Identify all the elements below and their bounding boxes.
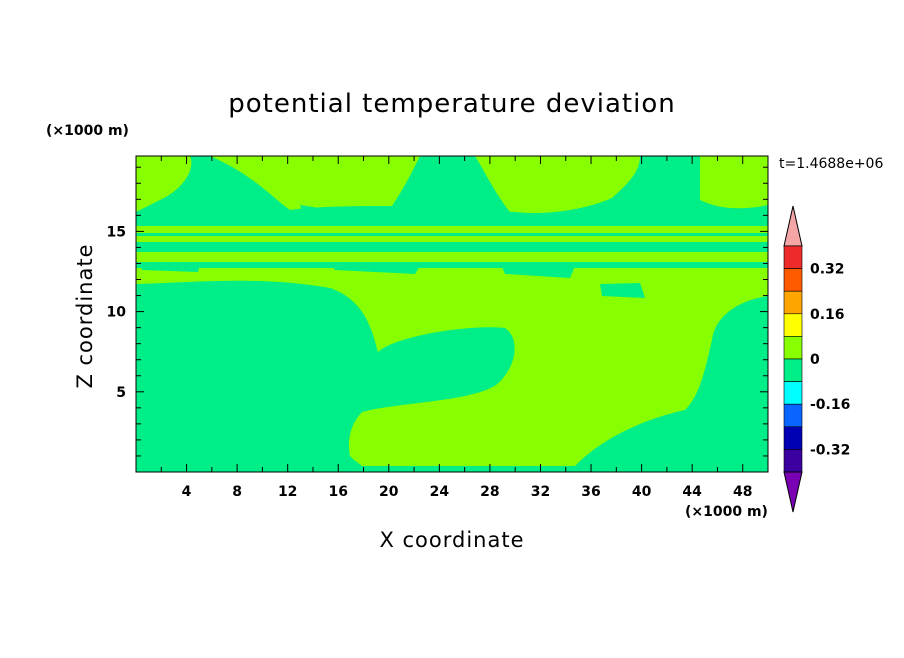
x-tick-label: 16 [328, 484, 347, 500]
x-tick-label: 36 [581, 484, 600, 500]
colorbar-segment [783, 426, 803, 450]
y-tick-label: 15 [107, 224, 126, 240]
x-tick-label: 8 [232, 484, 242, 500]
colorbar-segment [783, 336, 803, 360]
colorbar-labels: 0.32 0.16 0 -0.16 -0.32 [810, 262, 850, 459]
y-tick-label: 10 [107, 305, 127, 321]
axis-ticks [136, 156, 768, 472]
colorbar-segment [783, 268, 803, 292]
field-region-upper-2 [210, 156, 420, 210]
plot-area [135, 155, 769, 473]
colorbar-label: -0.32 [810, 442, 850, 458]
field-region-upper [136, 156, 192, 212]
x-tick-label: 44 [682, 484, 702, 500]
colorbar-segment [783, 313, 803, 337]
x-unit-label: (×1000 m) [685, 504, 768, 520]
x-tick-label: 12 [278, 484, 297, 500]
field-region-upper-3 [475, 156, 640, 214]
field-region-band-2 [136, 252, 768, 262]
field-region-central [136, 268, 768, 466]
field-region-bottom-strip [136, 466, 768, 472]
colorbar-segment [783, 381, 803, 405]
y-tick-labels: 5 10 15 [107, 224, 127, 400]
plot-frame [135, 155, 769, 473]
x-tick-label: 24 [430, 484, 450, 500]
colorbar-label: -0.16 [810, 397, 850, 413]
x-tick-label: 28 [480, 484, 499, 500]
y-tick-label: 5 [116, 385, 126, 401]
x-tick-label: 32 [531, 484, 550, 500]
field-region-upper-4 [700, 156, 768, 209]
field-streak-3 [140, 262, 645, 298]
colorbar-label: 0.32 [810, 262, 845, 278]
x-axis-label: X coordinate [379, 528, 524, 552]
colorbar-label: 0.16 [810, 307, 845, 323]
y-unit-label: (×1000 m) [46, 123, 129, 139]
colorbar [783, 205, 803, 513]
colorbar-segment [783, 358, 803, 382]
colorbar-bottom-arrow [783, 471, 803, 513]
time-stamp: t=1.4688e+06 [779, 156, 883, 172]
colorbar-label: 0 [810, 352, 820, 368]
chart-title: potential temperature deviation [228, 89, 675, 119]
field-streak-1 [136, 233, 768, 236]
field-streak-2 [145, 205, 730, 224]
colorbar-segment [783, 245, 803, 269]
x-tick-label: 20 [379, 484, 399, 500]
x-tick-labels: 4 8 12 16 20 24 28 32 36 40 44 48 [182, 484, 753, 500]
colorbar-segment [783, 449, 803, 473]
x-tick-label: 4 [182, 484, 192, 500]
x-tick-label: 48 [733, 484, 752, 500]
y-axis-label: Z coordinate [73, 243, 97, 388]
colorbar-segment [783, 290, 803, 315]
colorbar-top-arrow [783, 205, 803, 247]
x-tick-label: 40 [632, 484, 652, 500]
colorbar-segment [783, 403, 803, 428]
